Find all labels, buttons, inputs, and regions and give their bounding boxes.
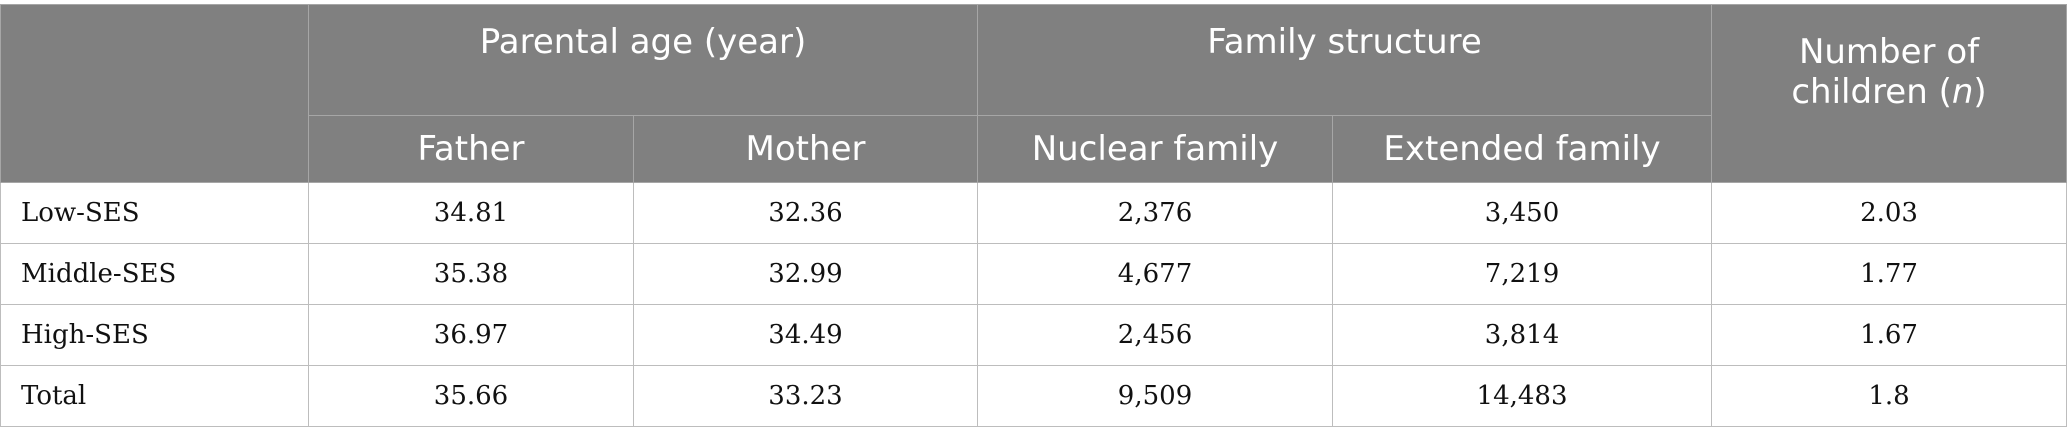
header-family-structure: Family structure xyxy=(977,4,1713,116)
header-corner-cell xyxy=(0,4,309,183)
table-body: Low-SES 34.81 32.36 2,376 3,450 2.03 Mid… xyxy=(0,182,2068,427)
header-parental-age: Parental age (year) xyxy=(307,4,979,116)
header-number-children-close: ) xyxy=(1973,71,1987,112)
cell-extended: 14,483 xyxy=(1332,365,1713,427)
header-number-of-children: Number of children (n) xyxy=(1711,4,2068,183)
cell-children: 1.77 xyxy=(1711,243,2068,305)
cell-nuclear: 4,677 xyxy=(977,243,1334,305)
cell-nuclear: 2,456 xyxy=(977,304,1334,366)
row-label: Low-SES xyxy=(0,182,309,244)
header-number-children-line2: children ( xyxy=(1791,71,1952,112)
table-row: Low-SES 34.81 32.36 2,376 3,450 2.03 xyxy=(0,182,2068,244)
header-number-children-line1: Number of xyxy=(1798,31,1980,72)
cell-father: 35.66 xyxy=(308,365,634,427)
ses-parental-table: Parental age (year) Family structure Num… xyxy=(0,4,2068,427)
header-mother: Mother xyxy=(632,115,979,183)
cell-children: 1.8 xyxy=(1711,365,2068,427)
cell-nuclear: 9,509 xyxy=(977,365,1334,427)
row-label: Total xyxy=(0,365,309,427)
cell-father: 36.97 xyxy=(308,304,634,366)
header-number-children-n: n xyxy=(1951,71,1974,112)
row-label: Middle-SES xyxy=(0,243,309,305)
header-extended-family: Extended family xyxy=(1332,115,1713,183)
header-father: Father xyxy=(308,115,634,183)
table-row: High-SES 36.97 34.49 2,456 3,814 1.67 xyxy=(0,304,2068,366)
cell-nuclear: 2,376 xyxy=(977,182,1334,244)
cell-mother: 33.23 xyxy=(632,365,979,427)
cell-children: 1.67 xyxy=(1711,304,2068,366)
cell-mother: 34.49 xyxy=(632,304,979,366)
cell-extended: 3,814 xyxy=(1332,304,1713,366)
table-header: Parental age (year) Family structure Num… xyxy=(0,4,2068,183)
cell-extended: 7,219 xyxy=(1332,243,1713,305)
cell-mother: 32.99 xyxy=(632,243,979,305)
cell-children: 2.03 xyxy=(1711,182,2068,244)
table-row: Middle-SES 35.38 32.99 4,677 7,219 1.77 xyxy=(0,243,2068,305)
cell-father: 34.81 xyxy=(308,182,634,244)
row-label: High-SES xyxy=(0,304,309,366)
table-row: Total 35.66 33.23 9,509 14,483 1.8 xyxy=(0,365,2068,427)
cell-father: 35.38 xyxy=(308,243,634,305)
cell-extended: 3,450 xyxy=(1332,182,1713,244)
header-nuclear-family: Nuclear family xyxy=(977,115,1334,183)
cell-mother: 32.36 xyxy=(632,182,979,244)
data-table-container: Parental age (year) Family structure Num… xyxy=(0,4,2068,427)
